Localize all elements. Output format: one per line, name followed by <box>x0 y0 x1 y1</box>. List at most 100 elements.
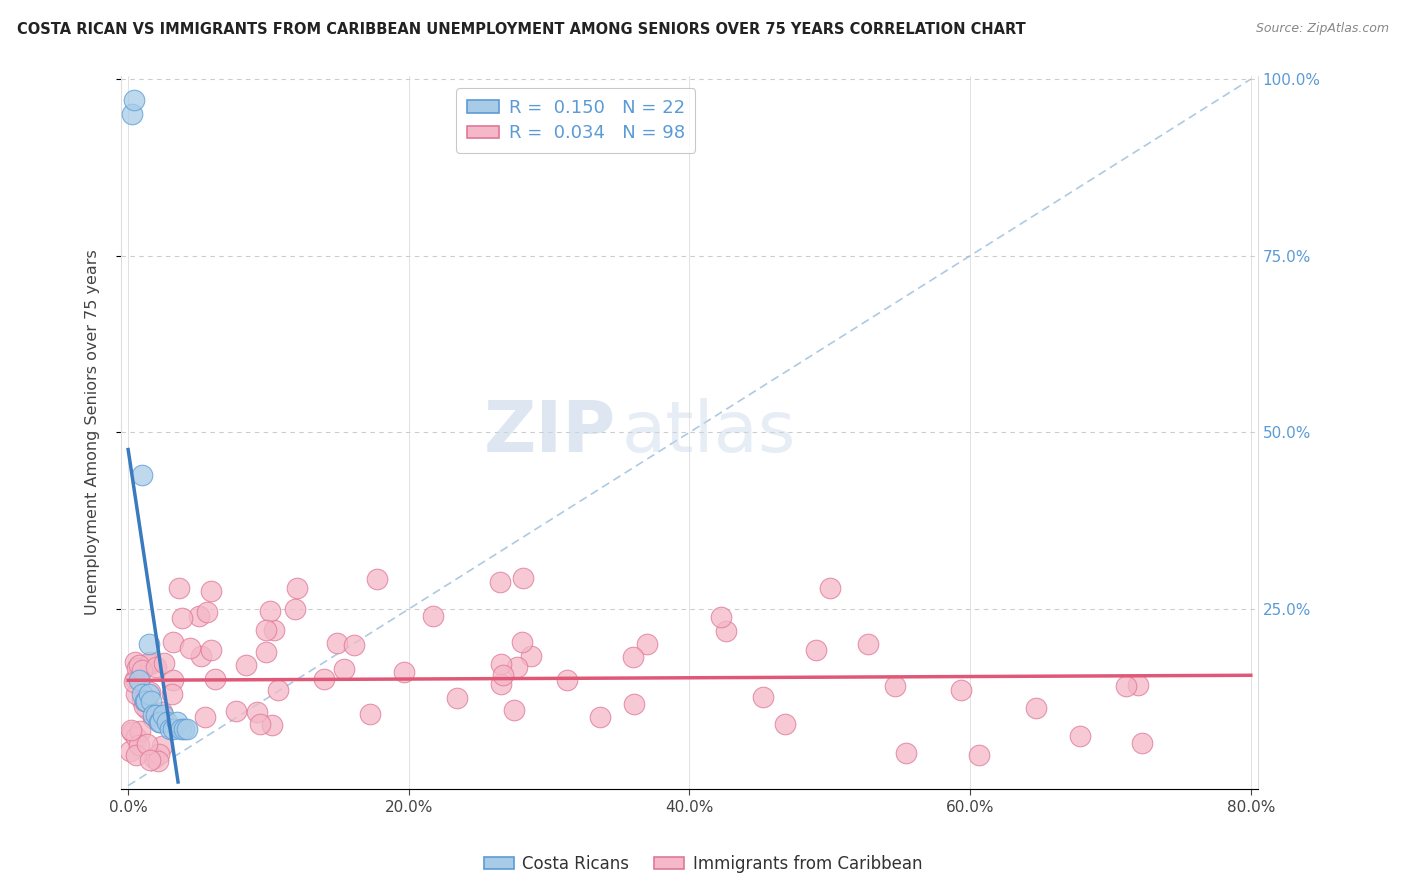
Point <box>139 685 162 699</box>
Point <box>159 722 181 736</box>
Point <box>285 581 308 595</box>
Point <box>160 686 183 700</box>
Point <box>510 634 533 648</box>
Point <box>131 467 153 482</box>
Point <box>714 624 737 639</box>
Point <box>235 658 257 673</box>
Point <box>132 699 155 714</box>
Point <box>249 717 271 731</box>
Point <box>267 683 290 698</box>
Point <box>170 611 193 625</box>
Point <box>263 623 285 637</box>
Point <box>173 722 195 736</box>
Point <box>138 753 160 767</box>
Point <box>125 687 148 701</box>
Point <box>128 738 150 752</box>
Point <box>343 638 366 652</box>
Point <box>153 656 176 670</box>
Point <box>200 584 222 599</box>
Y-axis label: Unemployment Among Seniors over 75 years: Unemployment Among Seniors over 75 years <box>86 250 100 615</box>
Point <box>589 710 612 724</box>
Point <box>225 704 247 718</box>
Point <box>124 655 146 669</box>
Point <box>1115 679 1137 693</box>
Point <box>200 643 222 657</box>
Point <box>195 605 218 619</box>
Point <box>120 744 142 758</box>
Text: atlas: atlas <box>621 398 796 467</box>
Point <box>969 747 991 762</box>
Point <box>503 703 526 717</box>
Point <box>422 608 444 623</box>
Point <box>128 724 150 739</box>
Point <box>505 660 527 674</box>
Point <box>148 714 170 729</box>
Point <box>167 581 190 595</box>
Point <box>131 693 153 707</box>
Point <box>124 730 146 744</box>
Point <box>194 710 217 724</box>
Point <box>139 694 162 708</box>
Point <box>752 690 775 705</box>
Point <box>314 673 336 687</box>
Point <box>122 675 145 690</box>
Legend: Costa Ricans, Immigrants from Caribbean: Costa Ricans, Immigrants from Caribbean <box>477 848 929 880</box>
Point <box>773 716 796 731</box>
Point <box>623 697 645 711</box>
Point <box>135 737 157 751</box>
Point <box>150 705 173 719</box>
Point <box>150 739 173 754</box>
Point <box>134 694 156 708</box>
Point <box>138 657 160 671</box>
Point <box>125 747 148 762</box>
Point <box>128 673 150 687</box>
Point <box>204 672 226 686</box>
Point <box>131 687 153 701</box>
Point <box>818 581 841 595</box>
Point <box>121 107 143 121</box>
Point <box>170 722 193 736</box>
Point <box>152 708 174 723</box>
Point <box>162 673 184 688</box>
Point <box>138 637 160 651</box>
Point <box>520 648 543 663</box>
Point <box>176 722 198 736</box>
Point <box>884 679 907 693</box>
Point <box>136 702 159 716</box>
Point <box>122 93 145 107</box>
Point <box>260 718 283 732</box>
Point <box>1069 729 1091 743</box>
Legend: R =  0.150   N = 22, R =  0.034   N = 98: R = 0.150 N = 22, R = 0.034 N = 98 <box>456 88 696 153</box>
Point <box>1025 701 1047 715</box>
Point <box>512 571 534 585</box>
Point <box>555 673 578 687</box>
Point <box>488 574 510 589</box>
Point <box>124 672 146 686</box>
Point <box>134 694 156 708</box>
Point <box>446 691 468 706</box>
Point <box>131 663 153 677</box>
Point <box>149 714 172 729</box>
Point <box>489 676 512 690</box>
Point <box>1126 678 1149 692</box>
Point <box>259 604 281 618</box>
Point <box>492 667 515 681</box>
Point <box>162 635 184 649</box>
Point <box>190 648 212 663</box>
Point <box>162 722 184 736</box>
Text: Source: ZipAtlas.com: Source: ZipAtlas.com <box>1256 22 1389 36</box>
Point <box>332 662 354 676</box>
Point <box>489 657 512 671</box>
Point <box>156 714 179 729</box>
Point <box>146 754 169 768</box>
Point <box>148 747 170 761</box>
Point <box>806 642 828 657</box>
Point <box>135 694 157 708</box>
Point <box>621 650 644 665</box>
Point <box>142 711 165 725</box>
Point <box>121 725 143 739</box>
Point <box>950 683 973 698</box>
Point <box>166 714 188 729</box>
Text: ZIP: ZIP <box>484 398 616 467</box>
Point <box>128 657 150 672</box>
